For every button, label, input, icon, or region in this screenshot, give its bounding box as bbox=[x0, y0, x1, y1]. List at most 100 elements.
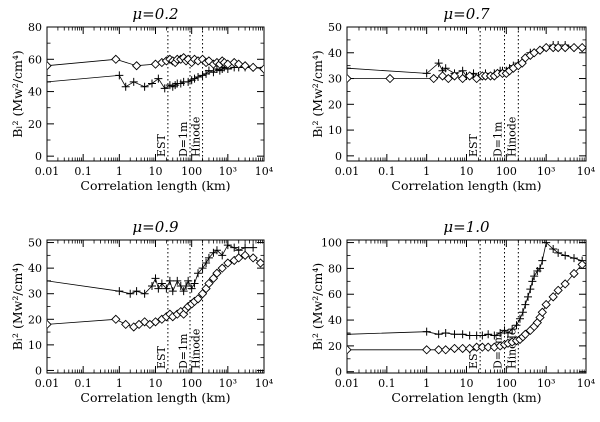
diamond-marker bbox=[111, 54, 121, 64]
plus-marker bbox=[171, 81, 180, 90]
y-axis-label: Bₗ² (Mw²/cm⁴) bbox=[10, 263, 25, 351]
y-tick-label: 60 bbox=[28, 53, 42, 66]
y-tick-label: 20 bbox=[28, 118, 42, 131]
plus-marker bbox=[422, 69, 431, 78]
x-tick-label: 0.01 bbox=[335, 165, 360, 178]
diamond-marker bbox=[537, 307, 547, 317]
diamond-marker bbox=[434, 345, 444, 355]
x-tick-label: 10 bbox=[149, 377, 163, 390]
plus-marker bbox=[187, 284, 196, 293]
plus-marker bbox=[190, 74, 199, 83]
x-tick-label: 1 bbox=[423, 377, 430, 390]
series-layer bbox=[347, 41, 586, 84]
plus-marker bbox=[126, 289, 135, 298]
x-tick-label: 0.1 bbox=[378, 377, 396, 390]
diamond-marker bbox=[204, 278, 214, 289]
diamond-marker bbox=[577, 259, 586, 270]
x-tick-label: 0.01 bbox=[35, 377, 60, 390]
plus-marker bbox=[484, 330, 493, 339]
diamond-marker bbox=[248, 253, 258, 263]
diamond-marker bbox=[385, 73, 395, 84]
y-tick-label: 80 bbox=[328, 262, 342, 275]
plus-marker bbox=[441, 64, 450, 73]
plus-marker bbox=[496, 328, 505, 337]
x-tick-label: 10⁴ bbox=[255, 377, 274, 390]
plus-marker bbox=[157, 279, 166, 288]
diamond-marker bbox=[548, 292, 558, 302]
x-tick-label: 10⁴ bbox=[577, 377, 596, 390]
y-tick-label: 0 bbox=[335, 366, 342, 379]
plus-marker bbox=[524, 292, 533, 301]
plus-marker bbox=[198, 71, 207, 80]
plus-marker bbox=[450, 330, 459, 339]
plus-marker bbox=[47, 276, 51, 285]
vline-label: D=1m bbox=[177, 333, 190, 369]
diamond-marker bbox=[47, 61, 52, 71]
x-tick-label: 10³ bbox=[219, 165, 237, 178]
y-tick-label: 10 bbox=[328, 124, 342, 137]
plus-marker bbox=[218, 251, 227, 260]
vline-label: EST bbox=[155, 345, 168, 369]
panel-title: μ=0.9 bbox=[132, 218, 179, 236]
plus-marker bbox=[132, 287, 141, 296]
x-tick-label: 10³ bbox=[537, 165, 555, 178]
y-tick-label: 20 bbox=[328, 98, 342, 111]
x-axis-label: Correlation length (km) bbox=[80, 390, 230, 405]
plus-marker bbox=[515, 314, 524, 323]
diamond-marker bbox=[560, 279, 570, 289]
y-tick-label: 40 bbox=[328, 314, 342, 327]
plus-marker bbox=[530, 272, 539, 281]
plus-marker bbox=[129, 77, 138, 86]
diamond-marker bbox=[347, 73, 352, 84]
diamond-marker bbox=[458, 73, 468, 84]
x-axis-label: Correlation length (km) bbox=[391, 390, 541, 405]
diamond-marker bbox=[212, 268, 222, 278]
diamond-marker bbox=[47, 319, 52, 330]
panel-mu-0-7: 0.01 0.1 1 10 100 10³ 10⁴ 0 10 20 30 40 50 EST D=1m Hin… bbox=[310, 5, 596, 193]
diamond-marker bbox=[437, 71, 448, 81]
plus-marker bbox=[162, 284, 171, 293]
plus-marker bbox=[230, 243, 239, 252]
plus-marker bbox=[154, 74, 163, 83]
y-tick-label: 0 bbox=[35, 150, 42, 163]
plus-marker bbox=[234, 246, 243, 255]
x-tick-label: 100 bbox=[496, 377, 517, 390]
y-tick-label: 0 bbox=[335, 150, 342, 163]
diamond-marker bbox=[449, 343, 460, 354]
vline-label: Hinode bbox=[190, 117, 203, 157]
x-tick-label: 10³ bbox=[219, 377, 237, 390]
vline-label: D=1m bbox=[177, 121, 190, 157]
x-tick-label: 10³ bbox=[537, 377, 555, 390]
vline-label: D=1m bbox=[492, 121, 505, 157]
diamond-marker bbox=[150, 317, 161, 327]
panel-title: μ=0.7 bbox=[443, 5, 490, 23]
y-tick-label: 80 bbox=[28, 21, 42, 34]
series-line-plus bbox=[347, 241, 583, 337]
y-axis-label: Bₗ² (Mw²/cm⁴) bbox=[310, 263, 325, 351]
plus-marker bbox=[490, 331, 499, 340]
diamond-marker bbox=[248, 62, 258, 72]
diamond-marker bbox=[259, 64, 264, 74]
x-tick-label: 10⁴ bbox=[255, 165, 274, 178]
diamond-marker bbox=[255, 258, 264, 268]
x-tick-label: 0.1 bbox=[74, 165, 92, 178]
plus-marker bbox=[441, 328, 450, 337]
plus-marker bbox=[347, 330, 351, 339]
plus-marker bbox=[554, 248, 563, 257]
plus-marker bbox=[115, 71, 124, 80]
diamond-marker bbox=[520, 329, 530, 339]
plus-marker bbox=[194, 73, 203, 82]
diamond-marker bbox=[121, 319, 131, 330]
x-tick-label: 10 bbox=[460, 377, 474, 390]
diamond-marker bbox=[553, 42, 563, 53]
diamond-marker bbox=[553, 285, 563, 295]
vline-label: Hinode bbox=[505, 117, 518, 157]
plus-marker bbox=[140, 82, 149, 91]
series-layer bbox=[347, 240, 586, 355]
diamond-marker bbox=[347, 345, 352, 355]
plus-marker bbox=[223, 241, 232, 250]
y-tick-label: 40 bbox=[328, 47, 342, 60]
x-tick-label: 1 bbox=[116, 377, 123, 390]
plus-marker bbox=[503, 328, 512, 337]
y-tick-label: 10 bbox=[28, 339, 42, 352]
